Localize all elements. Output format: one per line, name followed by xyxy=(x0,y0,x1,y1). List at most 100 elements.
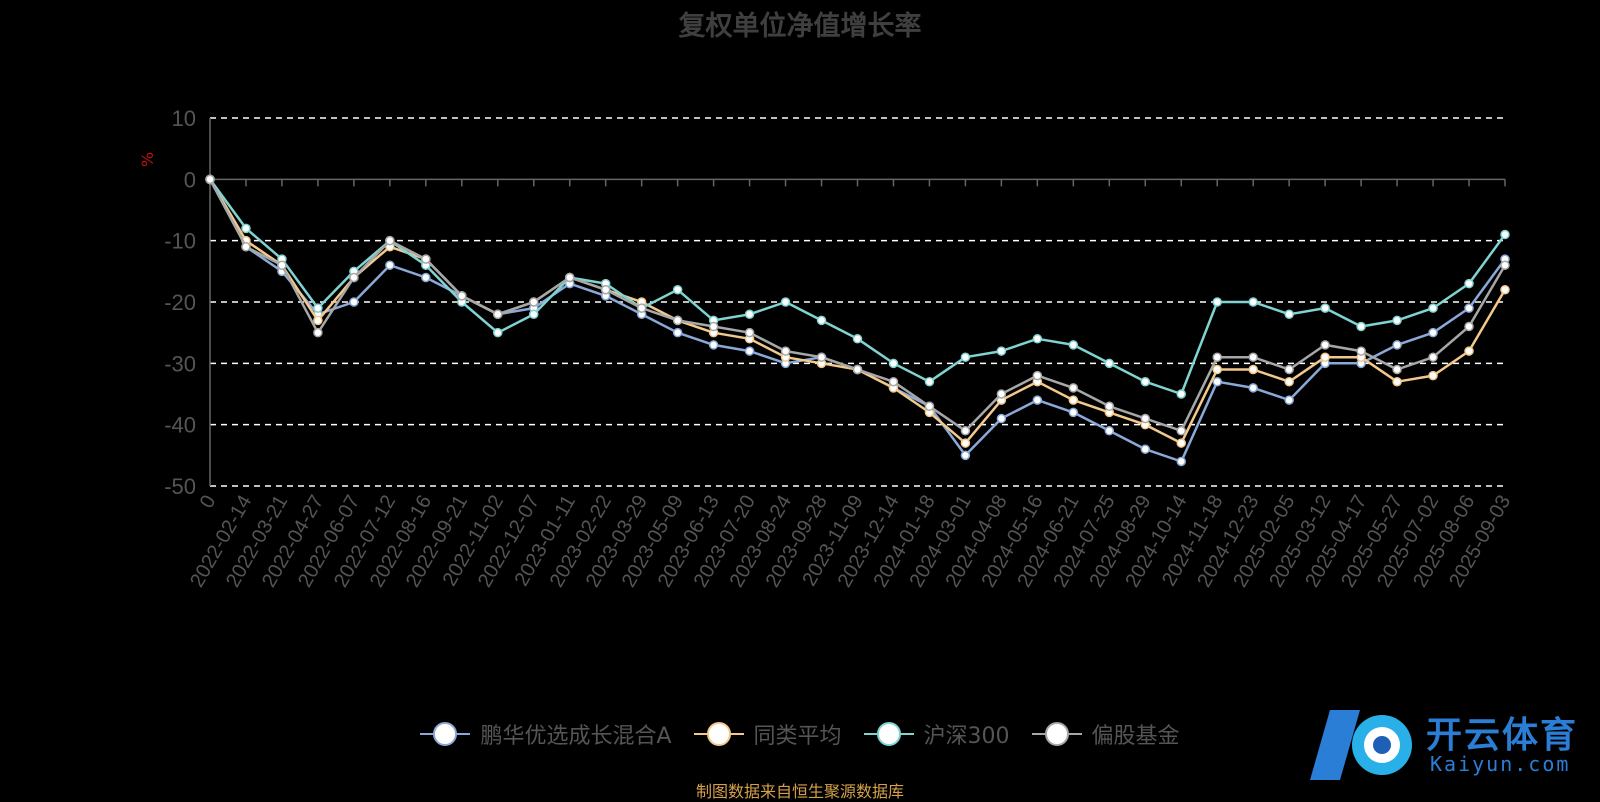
data-point xyxy=(1248,352,1258,362)
watermark-brand: 开云体育 xyxy=(1426,715,1579,756)
watermark-logo: 开云体育 Kaiyun.com xyxy=(1310,700,1595,790)
data-point xyxy=(349,297,359,307)
data-point xyxy=(1284,364,1294,375)
data-point xyxy=(924,376,935,387)
data-point xyxy=(1392,364,1402,375)
data-point xyxy=(457,291,467,301)
data-point xyxy=(1356,321,1366,332)
series-line-0 xyxy=(208,178,1507,463)
data-point xyxy=(1140,376,1151,387)
data-point xyxy=(205,174,215,185)
data-point xyxy=(672,315,683,326)
legend-marker-icon xyxy=(693,721,744,747)
data-point xyxy=(1176,426,1186,436)
data-point xyxy=(672,284,683,295)
data-point xyxy=(960,426,971,436)
data-point xyxy=(1428,303,1438,313)
data-point xyxy=(1140,444,1151,454)
data-point xyxy=(1320,352,1330,362)
data-point xyxy=(960,438,971,448)
data-point xyxy=(1068,340,1079,350)
legend-item-0[interactable]: 鹏华优选成长混合A xyxy=(420,718,672,750)
data-point xyxy=(1212,364,1222,375)
data-point xyxy=(816,315,827,326)
data-point xyxy=(708,321,719,332)
data-point xyxy=(421,254,431,264)
data-point xyxy=(529,297,539,307)
data-point xyxy=(1392,340,1402,350)
series-line-2 xyxy=(208,178,1507,396)
data-point xyxy=(1464,346,1474,356)
data-point xyxy=(529,309,539,320)
data-point xyxy=(1248,364,1258,375)
data-point xyxy=(1356,346,1366,356)
data-point xyxy=(996,413,1007,424)
data-point xyxy=(493,327,503,338)
data-point xyxy=(636,303,647,313)
data-point xyxy=(1428,352,1438,362)
data-point xyxy=(1392,376,1402,387)
data-point xyxy=(241,242,251,252)
y-tick-label: -50 xyxy=(164,474,196,499)
data-point xyxy=(1284,376,1294,387)
data-point xyxy=(349,272,359,283)
kaiyun-logo-icon xyxy=(1310,710,1412,780)
y-axis-unit: % xyxy=(138,151,158,168)
data-point xyxy=(313,327,323,338)
data-point xyxy=(1464,278,1474,289)
chart-title: 复权单位净值增长率 xyxy=(678,11,922,42)
legend-item-2[interactable]: 沪深300 xyxy=(863,718,1010,750)
data-point xyxy=(996,389,1007,399)
data-point xyxy=(1176,438,1186,448)
data-point xyxy=(1212,376,1222,387)
data-point xyxy=(1032,370,1043,381)
data-point xyxy=(852,334,863,344)
data-point xyxy=(852,364,863,375)
data-point xyxy=(744,327,755,338)
data-point xyxy=(1320,340,1330,350)
y-tick-label: -40 xyxy=(164,413,196,438)
legend-item-1[interactable]: 同类平均 xyxy=(693,718,842,750)
legend: 鹏华优选成长混合A 同类平均 沪深300 偏股基金 xyxy=(0,718,1600,750)
data-point xyxy=(1464,303,1474,313)
data-point xyxy=(1104,426,1115,436)
data-point xyxy=(1248,297,1258,307)
legend-item-3[interactable]: 偏股基金 xyxy=(1031,718,1180,750)
data-point xyxy=(1032,395,1043,405)
data-point xyxy=(493,309,503,320)
data-point xyxy=(1068,395,1079,405)
data-point xyxy=(277,260,287,270)
data-point xyxy=(1320,303,1330,313)
legend-label: 沪深300 xyxy=(923,724,1010,749)
data-point xyxy=(888,358,899,369)
data-point xyxy=(385,235,395,246)
data-point xyxy=(960,352,971,362)
data-point xyxy=(1464,321,1474,332)
data-point xyxy=(1248,383,1258,393)
y-tick-label: -10 xyxy=(164,229,196,254)
data-point xyxy=(780,297,791,307)
data-point xyxy=(1500,229,1510,240)
series-line-3 xyxy=(208,178,1507,433)
data-point xyxy=(1428,370,1438,381)
data-point xyxy=(1032,334,1043,344)
data-point xyxy=(1500,284,1510,295)
data-point xyxy=(1176,456,1186,467)
data-point xyxy=(708,340,719,350)
data-point xyxy=(421,272,431,283)
data-point xyxy=(564,272,575,283)
legend-label: 偏股基金 xyxy=(1091,724,1180,749)
data-point xyxy=(1068,383,1079,393)
data-point xyxy=(1284,309,1294,320)
data-point xyxy=(816,352,827,362)
data-point xyxy=(744,346,755,356)
data-point xyxy=(1428,327,1438,338)
data-point xyxy=(1104,358,1115,369)
data-point xyxy=(672,327,683,338)
y-tick-label: 10 xyxy=(172,106,196,131)
data-point xyxy=(1176,389,1186,399)
legend-marker-icon xyxy=(420,721,471,747)
legend-label: 鹏华优选成长混合A xyxy=(480,724,672,749)
y-tick-label: -30 xyxy=(164,351,196,376)
data-point xyxy=(744,309,755,320)
